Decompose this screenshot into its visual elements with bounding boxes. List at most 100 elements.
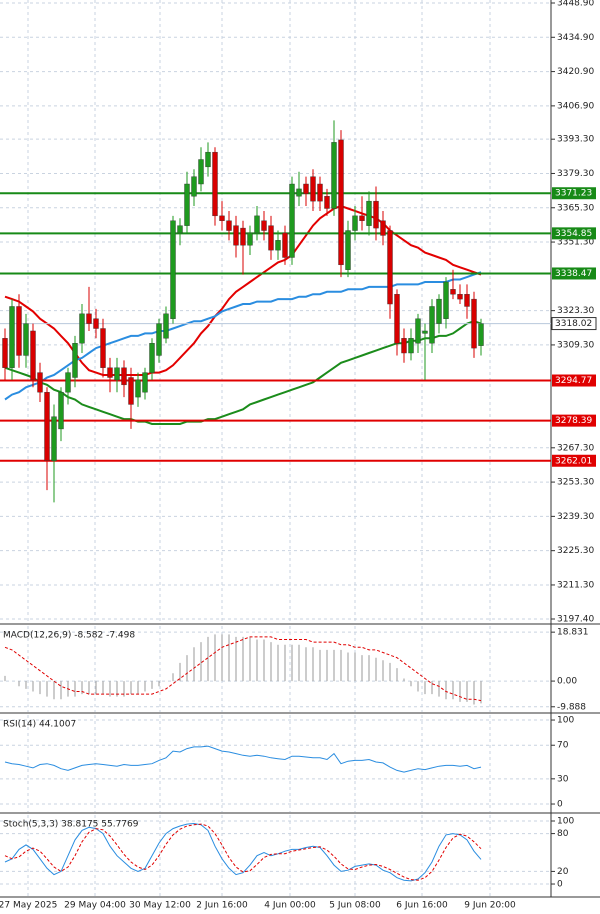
y-tick-label: 3253.30	[557, 478, 594, 488]
candle-body	[338, 139, 344, 266]
candle-body	[177, 225, 183, 234]
candle-body	[142, 372, 148, 393]
candle-body	[135, 379, 141, 398]
candle-body	[457, 294, 463, 300]
candle-body	[79, 313, 85, 344]
level-label-box	[552, 187, 596, 200]
candle-body	[30, 330, 36, 381]
candle-body	[401, 338, 407, 354]
level-label: 3371.23	[555, 189, 592, 199]
candle-body	[296, 188, 302, 197]
y-tick-label: 20	[557, 867, 569, 877]
candle-body	[366, 200, 372, 226]
y-tick-label: 0	[557, 880, 563, 890]
candle-body	[331, 142, 337, 209]
candle-body	[324, 196, 330, 209]
candle-body	[114, 367, 120, 381]
y-tick-label: 3379.30	[557, 169, 594, 179]
level-label: 3354.85	[555, 229, 592, 239]
candle-body	[2, 338, 8, 368]
y-tick-label: 3323.30	[557, 306, 594, 316]
level-label-box	[552, 414, 596, 427]
panel-title: Stoch(5,3,3) 38.8175 55.7769	[3, 820, 139, 830]
candle-body	[415, 318, 421, 344]
candle-body	[436, 298, 442, 324]
y-tick-label: 3420.90	[557, 67, 594, 77]
candle-body	[380, 220, 386, 236]
x-tick-label: 27 May 2025	[0, 901, 57, 911]
candle-body	[93, 318, 99, 329]
line	[4, 271, 482, 401]
x-tick-label: 6 Jun 16:00	[396, 901, 448, 911]
y-tick-label: 3406.90	[557, 101, 594, 111]
y-tick-label: 70	[557, 741, 569, 751]
candle-body	[429, 306, 435, 344]
candle-body	[170, 220, 176, 319]
y-tick-label: 0	[557, 800, 563, 810]
level-label-box	[552, 267, 596, 280]
candle-body	[443, 281, 449, 319]
x-tick-label: 9 Jun 20:00	[464, 901, 516, 911]
candle-body	[121, 367, 127, 386]
candle-body	[464, 294, 470, 307]
y-tick-label: 3434.90	[557, 33, 594, 43]
last-price-box	[551, 317, 597, 331]
y-tick-label: 3309.30	[557, 340, 594, 350]
candle-body	[247, 232, 253, 246]
candle-body	[373, 200, 379, 229]
candle-body	[422, 330, 428, 334]
level-label: 3278.39	[555, 416, 592, 426]
level-label-box	[552, 374, 596, 387]
candle-body	[394, 294, 400, 344]
y-tick-label: 3239.30	[557, 512, 594, 522]
candle-body	[359, 215, 365, 221]
y-tick-label: 3351.30	[557, 238, 594, 248]
candle-body	[191, 176, 197, 197]
line	[4, 636, 482, 702]
candle-body	[387, 230, 393, 305]
panel-title: RSI(14) 44.1007	[3, 720, 76, 730]
candle-body	[149, 343, 155, 373]
y-tick-label: 100	[557, 816, 574, 826]
candle-body	[72, 343, 78, 378]
candle-body	[37, 372, 43, 393]
candle-body	[478, 323, 484, 346]
line	[4, 204, 482, 376]
candle-body	[289, 183, 295, 258]
candle-body	[303, 183, 309, 195]
y-tick-label: -9.888	[557, 702, 586, 712]
line	[4, 745, 482, 773]
candle-body	[254, 215, 260, 234]
candle-body	[58, 391, 64, 430]
x-tick-label: 5 Jun 08:00	[329, 901, 381, 911]
candle-body	[23, 323, 29, 356]
candle-body	[408, 338, 414, 354]
line	[4, 822, 482, 882]
level-label: 3294.77	[555, 376, 592, 386]
y-tick-label: 3197.40	[557, 615, 594, 625]
level-label-box	[552, 454, 596, 467]
level-label-box	[552, 227, 596, 240]
y-tick-label: 3365.30	[557, 203, 594, 213]
candle-body	[163, 313, 169, 339]
candle-body	[261, 220, 267, 231]
y-tick-label: 3448.90	[557, 0, 594, 9]
candle-body	[86, 313, 92, 324]
y-tick-label: 0.00	[557, 677, 577, 687]
y-tick-label: 3225.30	[557, 546, 594, 556]
x-tick-label: 30 May 12:00	[129, 901, 191, 911]
candle-body	[100, 328, 106, 368]
candle-body	[128, 377, 134, 405]
candle-body	[310, 176, 316, 202]
candle-body	[450, 289, 456, 295]
candle-body	[352, 215, 358, 231]
candle-body	[9, 306, 15, 368]
candle-body	[317, 183, 323, 202]
candle-body	[275, 240, 281, 251]
y-tick-label: 3211.30	[557, 580, 594, 590]
level-label: 3262.01	[555, 456, 592, 466]
candle-body	[205, 151, 211, 168]
candle-body	[16, 306, 22, 356]
